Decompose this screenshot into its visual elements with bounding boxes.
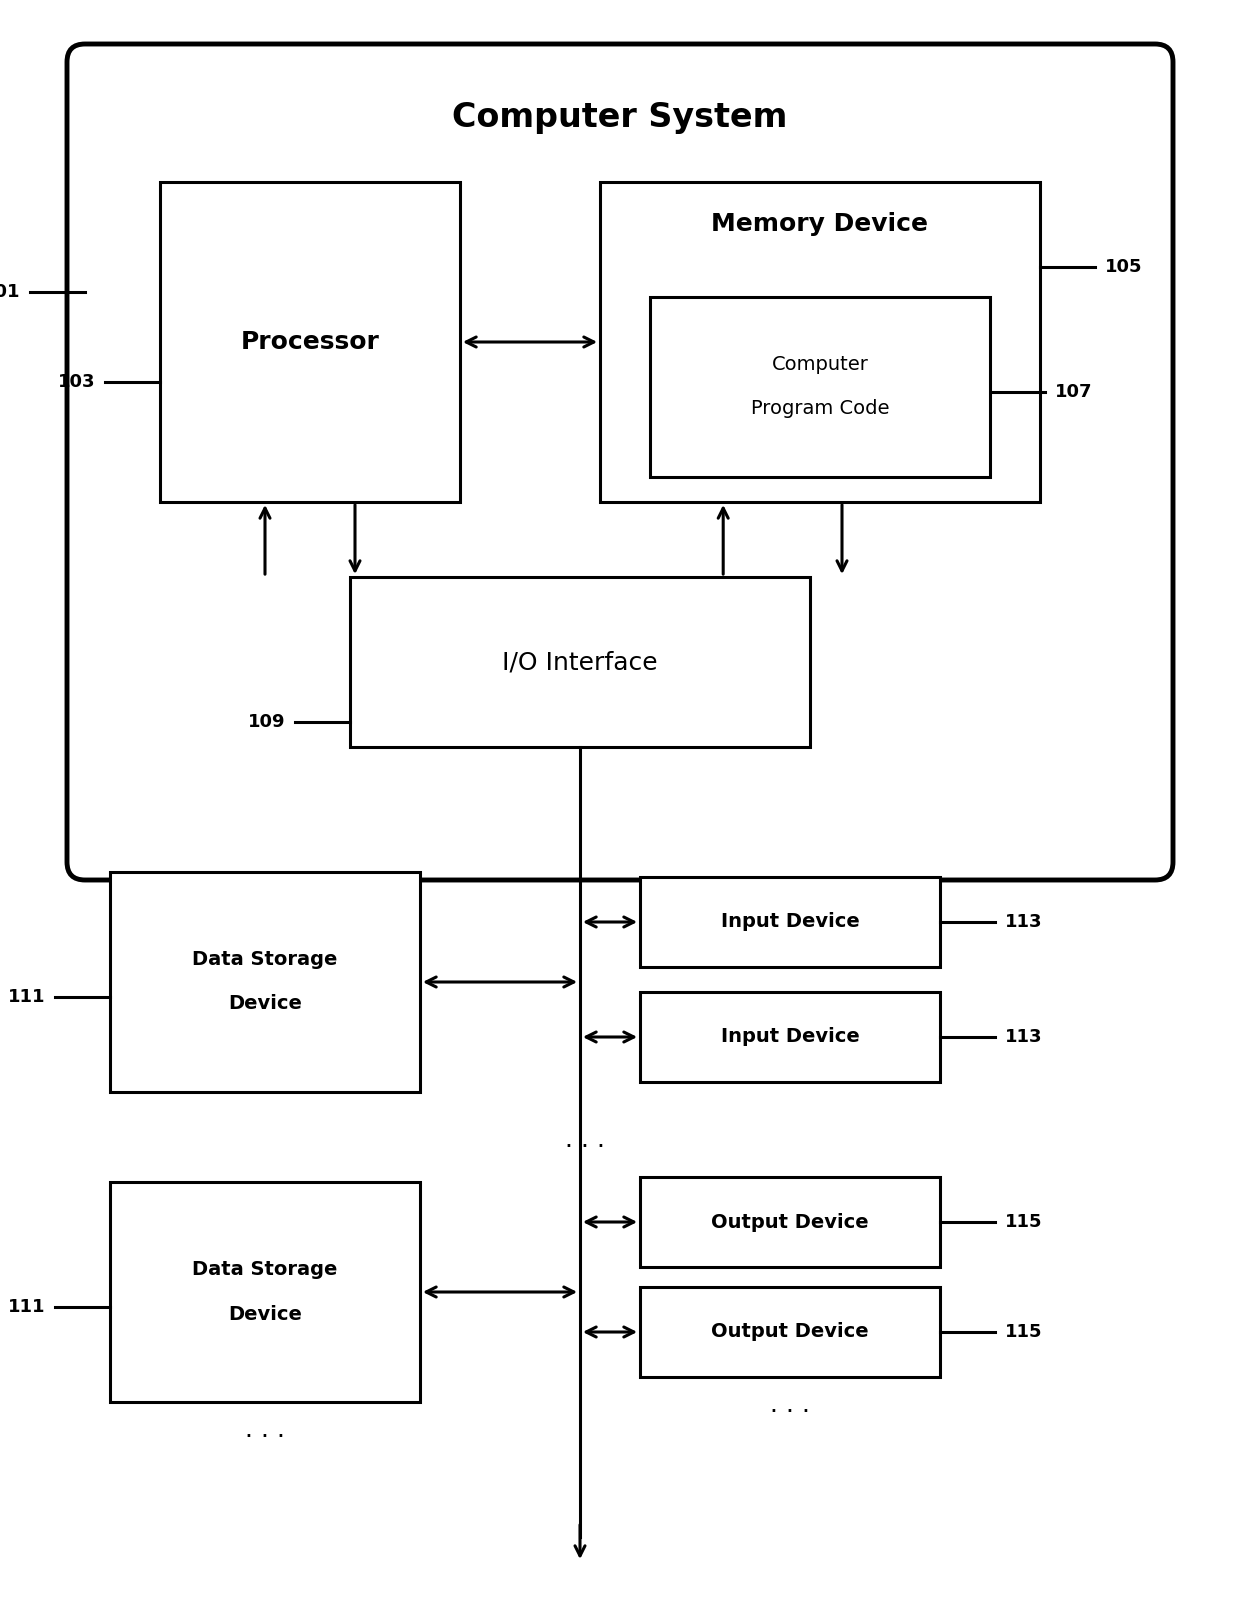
Text: · · ·: · · · (770, 1400, 810, 1424)
Bar (640, 1178, 940, 1267)
Bar (640, 1286, 940, 1377)
FancyBboxPatch shape (67, 44, 1173, 881)
Text: 115: 115 (1004, 1324, 1043, 1341)
Text: Output Device: Output Device (712, 1322, 869, 1341)
Text: Data Storage: Data Storage (192, 1260, 337, 1280)
Text: 111: 111 (7, 1298, 45, 1315)
Bar (160, 182, 460, 501)
Text: 113: 113 (1004, 913, 1043, 931)
Text: Computer System: Computer System (453, 101, 787, 133)
Text: Input Device: Input Device (720, 1027, 859, 1046)
Bar (110, 873, 420, 1092)
Text: Device: Device (228, 1304, 301, 1324)
Bar (350, 577, 810, 748)
Text: Computer: Computer (771, 355, 868, 375)
Text: 109: 109 (248, 714, 285, 732)
Bar (110, 1182, 420, 1401)
Bar (600, 182, 1040, 501)
Text: I/O Interface: I/O Interface (502, 650, 657, 675)
Bar (640, 878, 940, 967)
Text: 103: 103 (57, 373, 95, 391)
Text: 113: 113 (1004, 1028, 1043, 1046)
Text: · · ·: · · · (565, 1135, 605, 1160)
Text: · · ·: · · · (246, 1426, 285, 1448)
Text: 115: 115 (1004, 1213, 1043, 1231)
Text: Input Device: Input Device (720, 913, 859, 931)
Text: Program Code: Program Code (750, 399, 889, 418)
Text: 101: 101 (0, 282, 20, 302)
Text: Data Storage: Data Storage (192, 950, 337, 970)
Text: 105: 105 (1105, 258, 1142, 276)
Text: Output Device: Output Device (712, 1213, 869, 1231)
Text: Memory Device: Memory Device (712, 212, 929, 235)
Text: 111: 111 (7, 988, 45, 1006)
Bar (640, 993, 940, 1082)
Text: Processor: Processor (241, 329, 379, 354)
Bar (650, 297, 990, 477)
Text: 107: 107 (1055, 383, 1092, 401)
Text: Device: Device (228, 994, 301, 1014)
